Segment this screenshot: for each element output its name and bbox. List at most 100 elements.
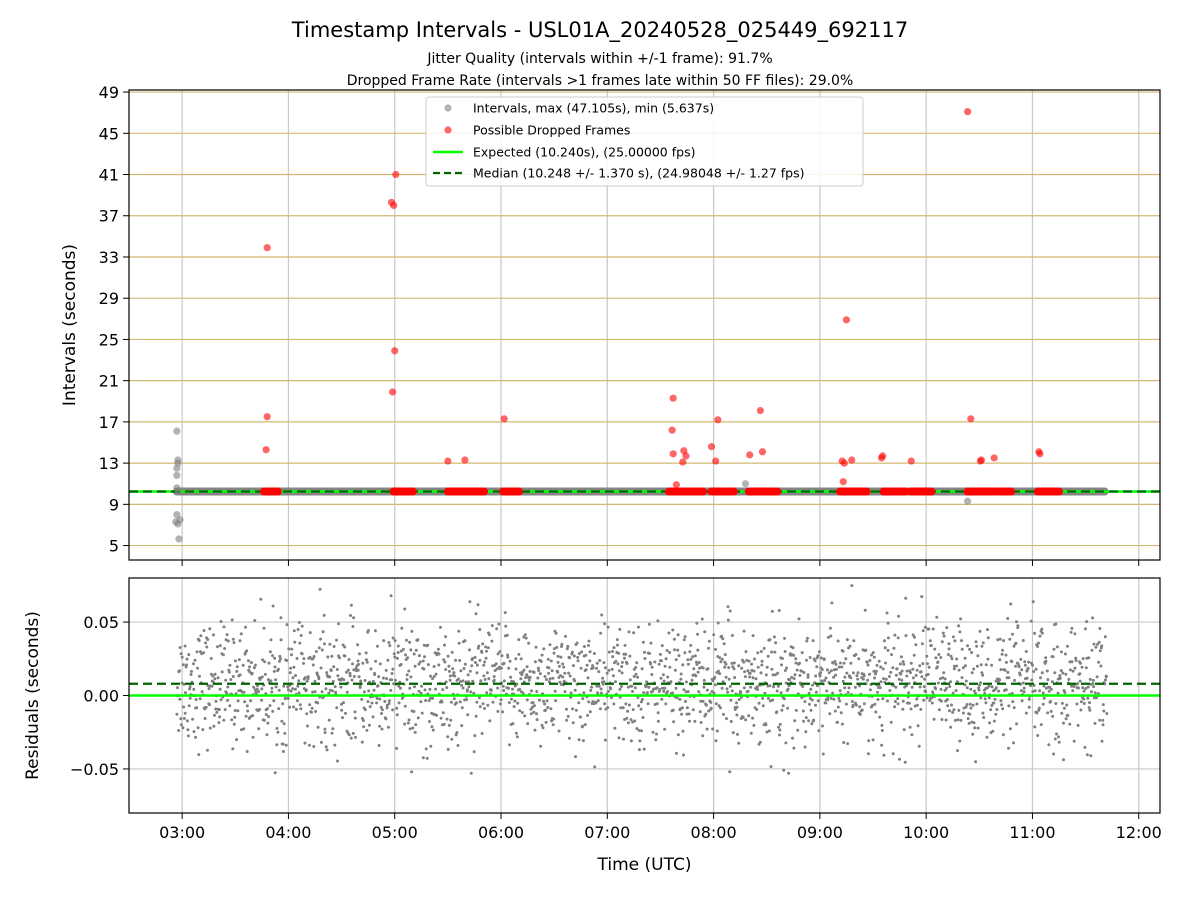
residual-point [458,659,462,662]
residual-point [655,732,658,736]
interval-point-11 [175,535,183,543]
residual-point [366,629,370,632]
residual-point [225,691,229,695]
residual-point [743,675,747,679]
residual-point [556,670,560,674]
residual-point [454,733,458,737]
residual-point [535,712,538,716]
residual-point [1006,617,1010,620]
residual-point [1032,670,1036,673]
residual-point [953,718,957,722]
residual-point [288,671,292,675]
residual-point [828,626,832,630]
residual-point [806,636,809,640]
residual-point [860,708,864,712]
residual-point [725,717,728,721]
dropped-point-10 [500,415,508,423]
residual-point [647,685,651,689]
residual-point [596,699,600,703]
residual-point [999,699,1003,703]
residual-point [985,735,989,739]
residual-point [572,654,576,658]
residual-point [563,671,567,675]
residual-point [1007,676,1011,680]
residual-point [407,718,411,722]
residual-point [399,686,402,690]
residual-point [1050,680,1054,684]
residual-point [480,650,484,654]
residual-point [926,672,930,676]
residual-point [375,701,379,705]
residual-point [514,657,518,661]
residual-point [483,660,487,664]
residual-point [935,615,939,619]
residual-point [981,711,985,715]
residual-point [622,737,625,741]
residual-point [349,614,352,617]
residual-point [229,678,233,681]
interval-point-10 [176,516,184,524]
residual-point [758,740,762,744]
residual-point [1036,734,1040,737]
residual-point [460,683,464,687]
residual-point [386,658,390,662]
residual-point [1073,666,1077,670]
residual-point [850,700,854,703]
residual-point [896,697,900,701]
residual-point [417,689,421,693]
residual-point [1097,660,1101,664]
residual-point [1004,653,1008,657]
residual-point [857,657,861,661]
residual-point [888,689,892,692]
residual-point [342,701,345,705]
residual-point [1049,709,1053,713]
residual-point [868,659,872,662]
residual-point [783,650,787,653]
residual-point [921,629,925,633]
residual-point [266,721,270,725]
residual-point [826,698,830,702]
residual-point [825,689,829,693]
residual-point [269,638,273,642]
residual-point [1033,725,1037,729]
residual-point [484,645,488,649]
residual-point [583,723,587,727]
residual-point [475,663,479,667]
residual-point [881,667,885,671]
residual-point [805,639,809,643]
residual-point [356,659,360,663]
residual-point [643,650,646,654]
legend-box [425,96,864,187]
residual-point [625,716,629,720]
residual-point [769,765,773,769]
residual-point [433,651,437,655]
residual-point [1091,682,1095,686]
residuals-ylabel: Residuals (seconds) [23,611,43,780]
residual-point [443,643,446,647]
residual-point [1004,660,1008,664]
residual-point [1049,700,1053,703]
residual-point [581,739,585,743]
residual-point [697,661,701,664]
residual-point [825,668,829,672]
residual-point [197,753,201,757]
residual-point [875,663,879,667]
residual-point [650,673,654,676]
residual-point [266,707,269,711]
residual-point [986,628,989,632]
residual-point [546,706,550,709]
residual-point [305,712,309,716]
residual-point [728,770,732,774]
residual-point [539,660,543,663]
residual-point [967,721,971,725]
residual-point [891,666,895,670]
residual-point [794,661,798,665]
residual-point [722,712,725,716]
residual-point [567,671,571,675]
residual-point [750,662,754,666]
residual-point [207,687,211,691]
residual-point [728,609,732,613]
residual-point [446,654,450,658]
residual-point [836,639,840,643]
